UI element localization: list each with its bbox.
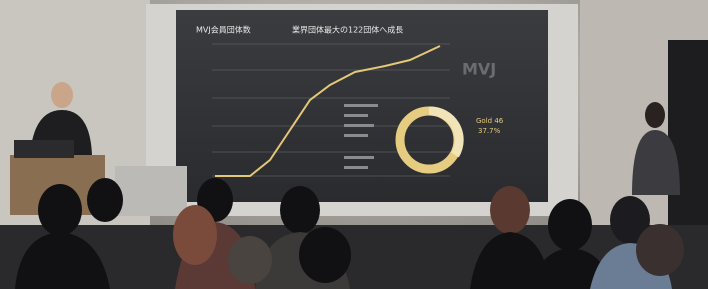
watermark: MVJ (462, 60, 496, 79)
donut-percent: 37.7% (478, 127, 501, 135)
photo: MVJ会員団体数 業界団体最大の122団体へ成長 MVJ Gold 46 37.… (0, 0, 708, 289)
presenter-head (51, 82, 73, 108)
laptop (14, 140, 74, 158)
projector-box (115, 166, 187, 216)
slide-subtitle: 業界団体最大の122団体へ成長 (292, 25, 403, 35)
banner (668, 40, 708, 240)
slide-title: MVJ会員団体数 (196, 25, 251, 35)
page: {"slide": {"title": "MVJ会員団体数", "subtitl… (0, 0, 708, 289)
donut-label: Gold 46 (476, 117, 504, 125)
person-head (645, 102, 665, 128)
